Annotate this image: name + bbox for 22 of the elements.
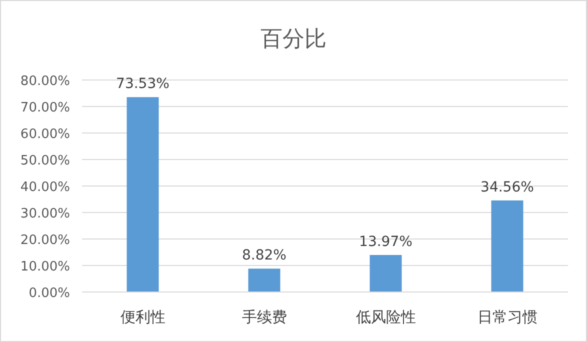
bar [126, 97, 159, 292]
y-tick-label: 70.00% [20, 100, 70, 116]
bar [491, 200, 524, 292]
data-label: 8.82% [242, 248, 286, 264]
y-tick-label: 0.00% [28, 286, 70, 301]
x-tick-label: 低风险性 [356, 308, 416, 326]
data-label: 34.56% [480, 179, 534, 196]
bar [370, 254, 402, 292]
bar [248, 268, 280, 292]
y-tick-label: 40.00% [20, 180, 70, 195]
y-tick-label: 30.00% [20, 206, 70, 222]
y-tick-label: 20.00% [20, 233, 70, 248]
x-tick-label: 手续费 [242, 308, 287, 326]
x-tick-label: 便利性 [120, 308, 166, 326]
y-tick-label: 60.00% [20, 127, 70, 142]
x-tick-label: 日常习惯 [477, 308, 538, 326]
y-tick-label: 10.00% [20, 260, 70, 274]
y-tick-label: 50.00% [20, 154, 70, 168]
data-label: 73.53% [116, 76, 170, 92]
data-label: 13.97% [359, 234, 412, 250]
y-tick-label: 80.00% [20, 74, 70, 89]
chart-title: 百分比 [260, 27, 326, 52]
